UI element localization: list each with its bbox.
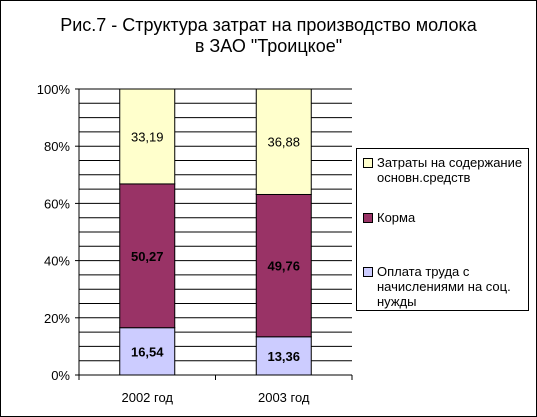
bar-segment <box>255 88 312 195</box>
data-label: 50,27 <box>131 249 164 264</box>
y-tick-label: 0% <box>51 368 70 383</box>
legend-label-feed: Корма <box>377 210 416 225</box>
y-tick-label: 60% <box>44 196 70 211</box>
x-tick-label: 2002 год <box>121 390 173 405</box>
y-tick-label: 80% <box>44 139 70 154</box>
data-label: 33,19 <box>131 129 164 144</box>
legend: Затраты на содержание основн.средств Кор… <box>356 148 529 311</box>
chart-title: Рис.7 - Структура затрат на производство… <box>60 15 477 56</box>
x-tick-label: 2003 год <box>258 390 310 405</box>
bar-segment <box>255 193 312 338</box>
legend-label-fixed-assets: Затраты на содержание основн.средств <box>377 155 523 185</box>
bar-segment <box>119 327 176 376</box>
data-label: 16,54 <box>131 344 164 359</box>
y-tick-label: 100% <box>37 82 71 97</box>
data-label: 49,76 <box>267 259 300 274</box>
bar-segment <box>119 183 176 329</box>
data-label: 13,36 <box>267 349 300 364</box>
legend-swatch-labor <box>363 267 373 277</box>
bar-segment <box>119 88 176 185</box>
y-tick-label: 20% <box>44 311 70 326</box>
y-tick-label: 40% <box>44 254 70 269</box>
legend-label-labor: Оплата труда с начислениями на соц. нужд… <box>377 264 511 309</box>
legend-swatch-fixed-assets <box>363 158 373 168</box>
data-label: 36,88 <box>267 135 300 150</box>
legend-swatch-feed <box>363 213 373 223</box>
